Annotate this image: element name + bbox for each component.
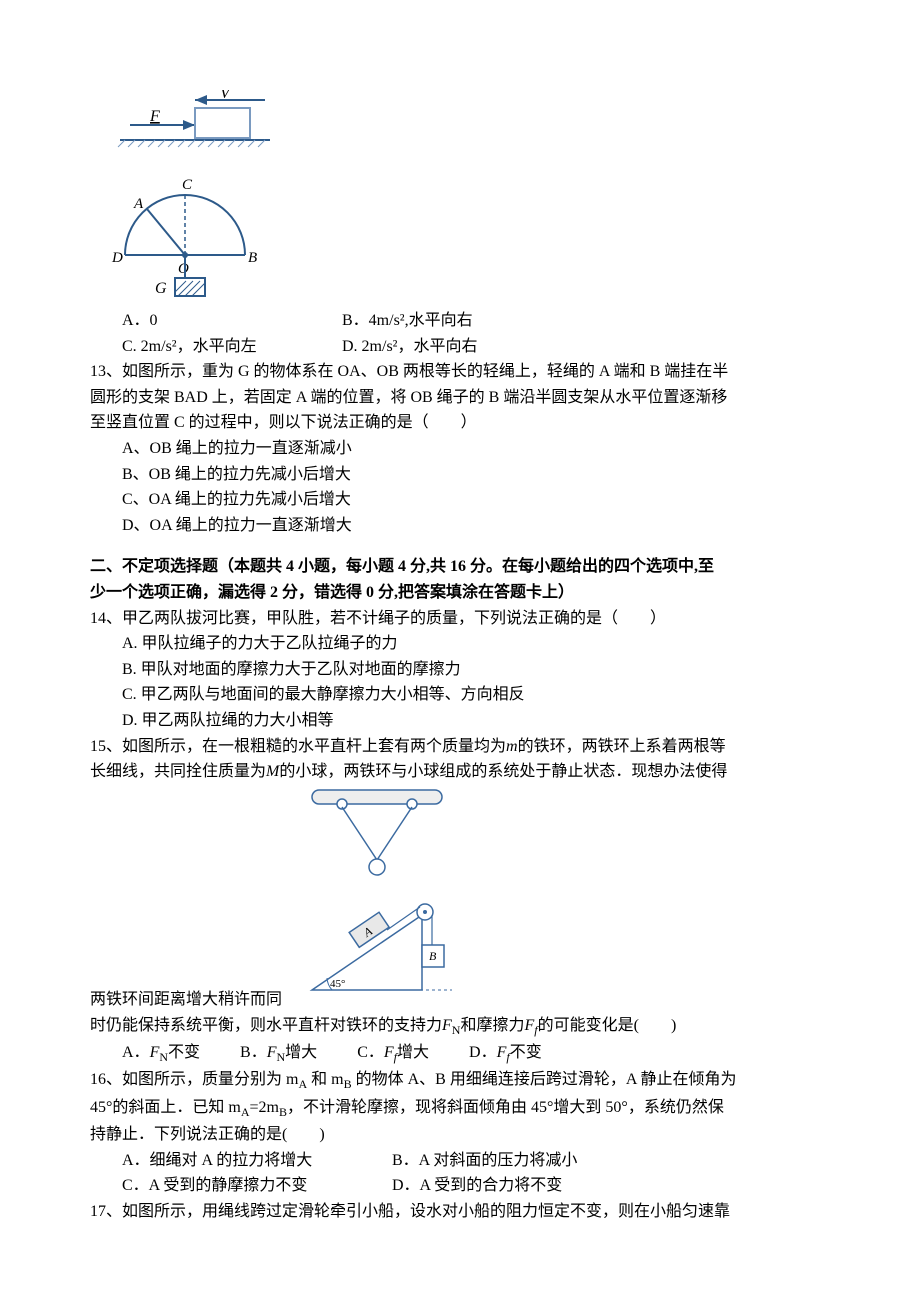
fig1-label-g: G xyxy=(155,280,167,297)
q13-option-b: B、OB 绳上的拉力先减小后增大 xyxy=(90,462,830,488)
fig1-label-o: O xyxy=(178,261,189,277)
fig1-label-a: A xyxy=(133,196,144,212)
q16-option-d: D．A 受到的合力将不变 xyxy=(392,1173,562,1199)
q16-stem-line2: 45°的斜面上．已知 mA=2mB，不计滑轮摩擦，现将斜面倾角由 45°增大到 … xyxy=(90,1095,830,1122)
q12-option-c: C. 2m/s²，水平向左 xyxy=(122,334,342,360)
q16-stem-line1: 16、如图所示，质量分别为 mA 和 mB 的物体 A、B 用细绳连接后跨过滑轮… xyxy=(90,1067,830,1094)
q16-option-a: A．细绳对 A 的拉力将增大 xyxy=(122,1148,392,1174)
q16-option-c: C．A 受到的静摩擦力不变 xyxy=(122,1173,392,1199)
q15-stem-line1: 15、如图所示，在一根粗糙的水平直杆上套有两个质量均为m的铁环，两铁环上系着两根… xyxy=(90,734,830,760)
q14-option-c: C. 甲乙两队与地面间的最大静摩擦力大小相等、方向相反 xyxy=(90,682,830,708)
q16-stem-line3: 持静止．下列说法正确的是( ) xyxy=(90,1122,830,1148)
q12-option-d: D. 2m/s²，水平向右 xyxy=(342,334,477,360)
q15-stem-line3: 两铁环间距离增大稍许而同 xyxy=(90,987,282,1013)
q15-option-a: A．FN不变 xyxy=(122,1040,200,1067)
q13-stem-line3: 至竖直位置 C 的过程中，则以下说法正确的是（ ） xyxy=(90,410,830,436)
q13-stem-line1: 13、如图所示，重为 G 的物体系在 OA、OB 两根等长的轻绳上，轻绳的 A … xyxy=(90,359,830,385)
fig1-label-f: F xyxy=(149,108,160,125)
q15-options: A．FN不变 B．FN增大 C．Ff增大 D．Ff不变 xyxy=(90,1040,830,1067)
section2-title-line1: 二、不定项选择题（本题共 4 小题，每小题 4 分,共 16 分。在每小题给出的… xyxy=(90,554,830,580)
q17-stem-line1: 17、如图所示，用绳线跨过定滑轮牵引小船，设水对小船的阻力恒定不变，则在小船匀速… xyxy=(90,1199,830,1225)
q12-figure: V F xyxy=(90,90,830,300)
q15-stem-line2: 长细线，共同拴住质量为M的小球，两铁环与小球组成的系统处于静止状态．现想办法使得 xyxy=(90,759,830,785)
fig1-label-d: D xyxy=(111,250,123,266)
q12-option-a: A．0 xyxy=(122,308,342,334)
q15-figure: A B 45° xyxy=(292,785,472,1005)
q14-option-b: B. 甲队对地面的摩擦力大于乙队对地面的摩擦力 xyxy=(90,657,830,683)
q15-stem-line4: 时仍能保持系统平衡，则水平直杆对铁环的支持力FN和摩擦力Ff的可能变化是( ) xyxy=(90,1013,830,1040)
q14-option-d: D. 甲乙两队拉绳的力大小相等 xyxy=(90,708,830,734)
q15-option-c: C．Ff增大 xyxy=(357,1040,429,1067)
q12-option-b: B．4m/s²,水平向右 xyxy=(342,308,473,334)
q13-stem-line2: 圆形的支架 BAD 上，若固定 A 端的位置，将 OB 绳子的 B 端沿半圆支架… xyxy=(90,385,830,411)
fig1-label-c: C xyxy=(182,177,193,193)
q14-option-a: A. 甲队拉绳子的力大于乙队拉绳子的力 xyxy=(90,631,830,657)
q16-options-row2: C．A 受到的静摩擦力不变 D．A 受到的合力将不变 xyxy=(90,1173,830,1199)
q15-option-d: D．Ff不变 xyxy=(469,1040,542,1067)
q13-option-a: A、OB 绳上的拉力一直逐渐减小 xyxy=(90,436,830,462)
fig2-label-angle: 45° xyxy=(330,978,345,990)
q16-options-row1: A．细绳对 A 的拉力将增大 B．A 对斜面的压力将减小 xyxy=(90,1148,830,1174)
q12-options-row2: C. 2m/s²，水平向左 D. 2m/s²，水平向右 xyxy=(90,334,830,360)
q16-option-b: B．A 对斜面的压力将减小 xyxy=(392,1148,577,1174)
q14-stem: 14、甲乙两队拔河比赛，甲队胜，若不计绳子的质量，下列说法正确的是（ ） xyxy=(90,606,830,632)
q13-option-c: C、OA 绳上的拉力先减小后增大 xyxy=(90,487,830,513)
fig1-label-b: B xyxy=(248,250,257,266)
fig2-label-b: B xyxy=(429,949,437,963)
section2-title-line2: 少一个选项正确，漏选得 2 分，错选得 0 分,把答案填涂在答题卡上） xyxy=(90,580,830,606)
q13-option-d: D、OA 绳上的拉力一直逐渐增大 xyxy=(90,513,830,539)
q12-options-row1: A．0 B．4m/s²,水平向右 xyxy=(90,308,830,334)
q15-option-b: B．FN增大 xyxy=(240,1040,317,1067)
